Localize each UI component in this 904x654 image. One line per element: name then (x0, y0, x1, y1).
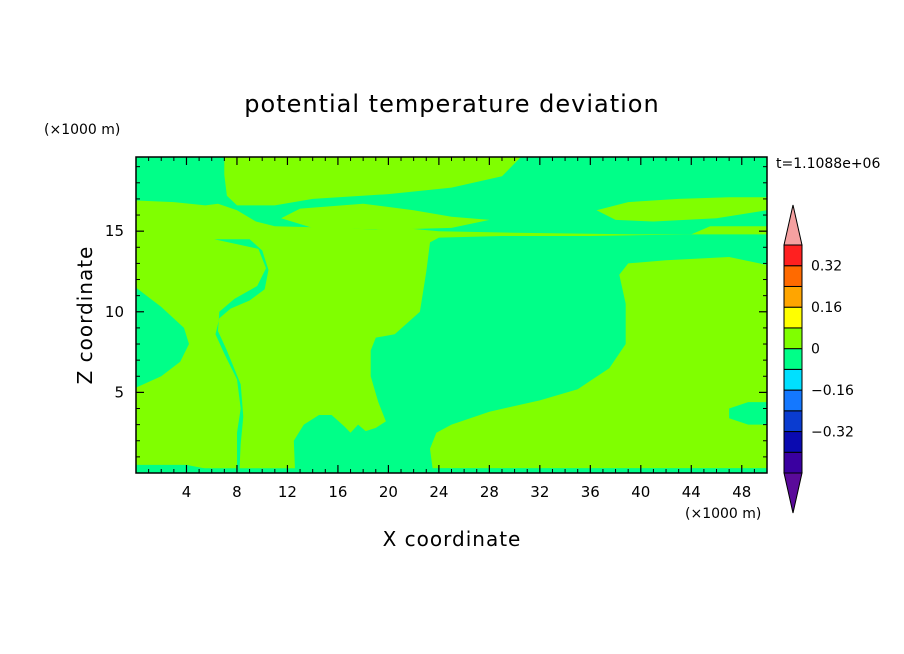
x-tick-label-10: 44 (682, 483, 701, 501)
x-axis-label: X coordinate (383, 527, 522, 551)
colorbar-swatch-4 (783, 368, 803, 391)
colorbar-swatch-5 (783, 348, 803, 370)
colorbar-swatch-0 (783, 451, 803, 474)
colorbar-over-triangle (783, 204, 803, 246)
colorbar-swatch-8 (783, 285, 803, 308)
contour-region-2 (281, 203, 490, 230)
x-tick-label-11: 48 (732, 483, 751, 501)
y-tick-label-1: 10 (105, 303, 124, 321)
y-tick-label-2: 15 (105, 222, 124, 240)
colorbar-swatch-2 (783, 410, 803, 433)
contour-region-4 (136, 287, 189, 388)
colorbar-swatch-1 (783, 431, 803, 453)
y-axis-label: Z coordinate (73, 246, 97, 385)
x-unit-label: (×1000 m) (685, 506, 761, 522)
colorbar-swatch-6 (783, 327, 803, 350)
colorbar-swatch-9 (783, 265, 803, 287)
x-tick-label-0: 4 (182, 483, 192, 501)
contour-region-3 (596, 197, 767, 222)
colorbar-label-1: −0.16 (811, 383, 854, 399)
x-tick-label-5: 24 (429, 483, 448, 501)
colorbar-swatch-3 (783, 389, 803, 412)
time-label: t=1.1088e+06 (776, 156, 880, 172)
contour-region-6 (729, 402, 767, 425)
colorbar-label-3: 0.16 (811, 300, 842, 316)
y-unit-label: (×1000 m) (44, 122, 120, 138)
x-tick-label-3: 16 (328, 483, 347, 501)
x-tick-label-8: 36 (581, 483, 600, 501)
x-tick-label-1: 8 (232, 483, 242, 501)
contour-fill (136, 157, 767, 473)
colorbar-label-2: 0 (811, 342, 820, 358)
contour-region-0 (224, 157, 521, 206)
contour-region-5 (136, 234, 767, 470)
colorbar-label-0: −0.32 (811, 425, 854, 441)
x-tick-label-9: 40 (631, 483, 650, 501)
colorbar: −0.32 −0.16 0 0.16 0.32 (783, 204, 854, 514)
colorbar-under-triangle (783, 472, 803, 514)
chart-title: potential temperature deviation (244, 90, 659, 118)
x-tick-label-6: 28 (480, 483, 499, 501)
x-tick-label-7: 32 (530, 483, 549, 501)
x-tick-label-4: 20 (379, 483, 398, 501)
colorbar-label-4: 0.32 (811, 259, 842, 275)
y-tick-label-0: 5 (114, 383, 124, 401)
colorbar-swatch-7 (783, 306, 803, 329)
x-tick-label-2: 12 (278, 483, 297, 501)
colorbar-swatch-10 (783, 244, 803, 267)
